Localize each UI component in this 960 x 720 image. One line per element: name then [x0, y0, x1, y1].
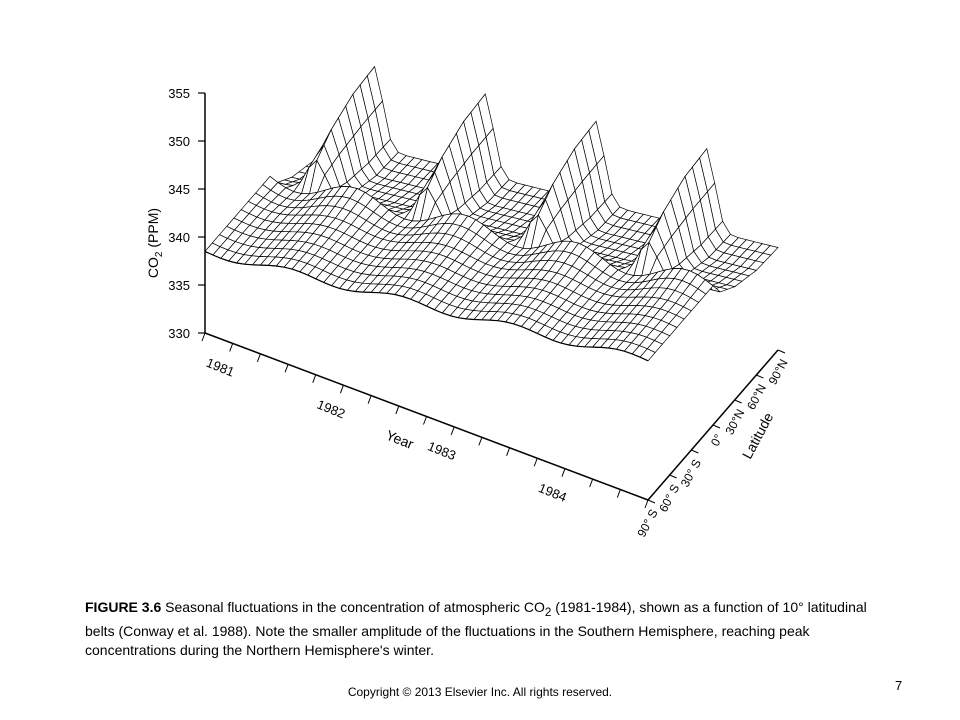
year-axis-label: Year: [384, 427, 417, 453]
latitude-tick-mark: [669, 474, 677, 479]
year-minor-tick: [506, 447, 511, 456]
z-axis-label-sub: 2: [154, 251, 165, 257]
z-axis-label-rest: (PPM): [145, 208, 161, 252]
year-minor-tick: [423, 416, 427, 425]
z-tick-label: 355: [168, 86, 190, 101]
latitude-tick-mark: [777, 349, 786, 354]
surface-front-edge: [204, 250, 649, 362]
year-minor-tick: [450, 426, 455, 436]
year-minor-tick: [395, 405, 400, 415]
caption-text-after: (1981-1984), shown as a function of 10° …: [85, 599, 867, 658]
year-minor-tick: [561, 468, 566, 477]
z-tick-label: 350: [168, 134, 190, 149]
z-ticks: 355 350 345 340 335 330: [168, 86, 205, 341]
year-tick-label: 1981: [204, 355, 236, 380]
z-tick-label: 345: [168, 182, 190, 197]
latitude-tick-label: 0°: [708, 432, 726, 449]
surface-mesh: [204, 65, 779, 362]
z-tick-label: 335: [168, 278, 190, 293]
latitude-tick-label: 60°N: [744, 382, 769, 412]
z-axis-label-main: CO: [145, 257, 161, 278]
latitude-tick-label: 90°N: [766, 357, 791, 387]
page-number: 7: [895, 678, 903, 693]
latitude-tick-mark: [734, 399, 742, 404]
year-tick-label: 1984: [536, 480, 568, 505]
caption-text-before: Seasonal fluctuations in the concentrati…: [161, 599, 545, 615]
copyright-notice: Copyright © 2013 Elsevier Inc. All right…: [347, 685, 613, 699]
latitude-tick-mark: [647, 499, 656, 504]
z-tick-label: 330: [168, 326, 190, 341]
year-ticks: 1981 1982 1983 1984: [201, 332, 649, 509]
latitude-tick-mark: [691, 449, 699, 454]
latitude-tick-label: 30°N: [722, 407, 747, 437]
year-minor-tick: [256, 353, 261, 363]
latitude-tick-mark: [756, 374, 764, 379]
year-minor-tick: [589, 478, 594, 488]
z-axis-label: CO2 (PPM): [145, 208, 165, 278]
year-minor-tick: [644, 499, 649, 509]
year-minor-tick: [478, 437, 483, 446]
year-minor-tick: [339, 385, 344, 394]
latitude-tick-label: 90° S: [634, 507, 660, 540]
z-tick-label: 340: [168, 230, 190, 245]
year-minor-tick: [616, 489, 621, 498]
latitude-tick-mark: [712, 424, 721, 429]
caption-subscript: 2: [544, 605, 552, 619]
year-tick-label: 1983: [426, 438, 458, 463]
figure-caption: FIGURE 3.6 Seasonal fluctuations in the …: [85, 598, 885, 660]
latitude-ticks: 90° S60° S30° S0°30°N60°N90°N: [634, 349, 791, 540]
caption-label: FIGURE 3.6: [85, 599, 162, 615]
year-minor-tick: [367, 395, 372, 404]
year-minor-tick: [284, 364, 289, 373]
year-minor-tick: [229, 343, 234, 352]
year-minor-tick: [533, 458, 538, 467]
year-minor-tick: [201, 332, 206, 342]
year-tick-label: 1982: [315, 397, 347, 422]
year-minor-tick: [312, 374, 317, 383]
